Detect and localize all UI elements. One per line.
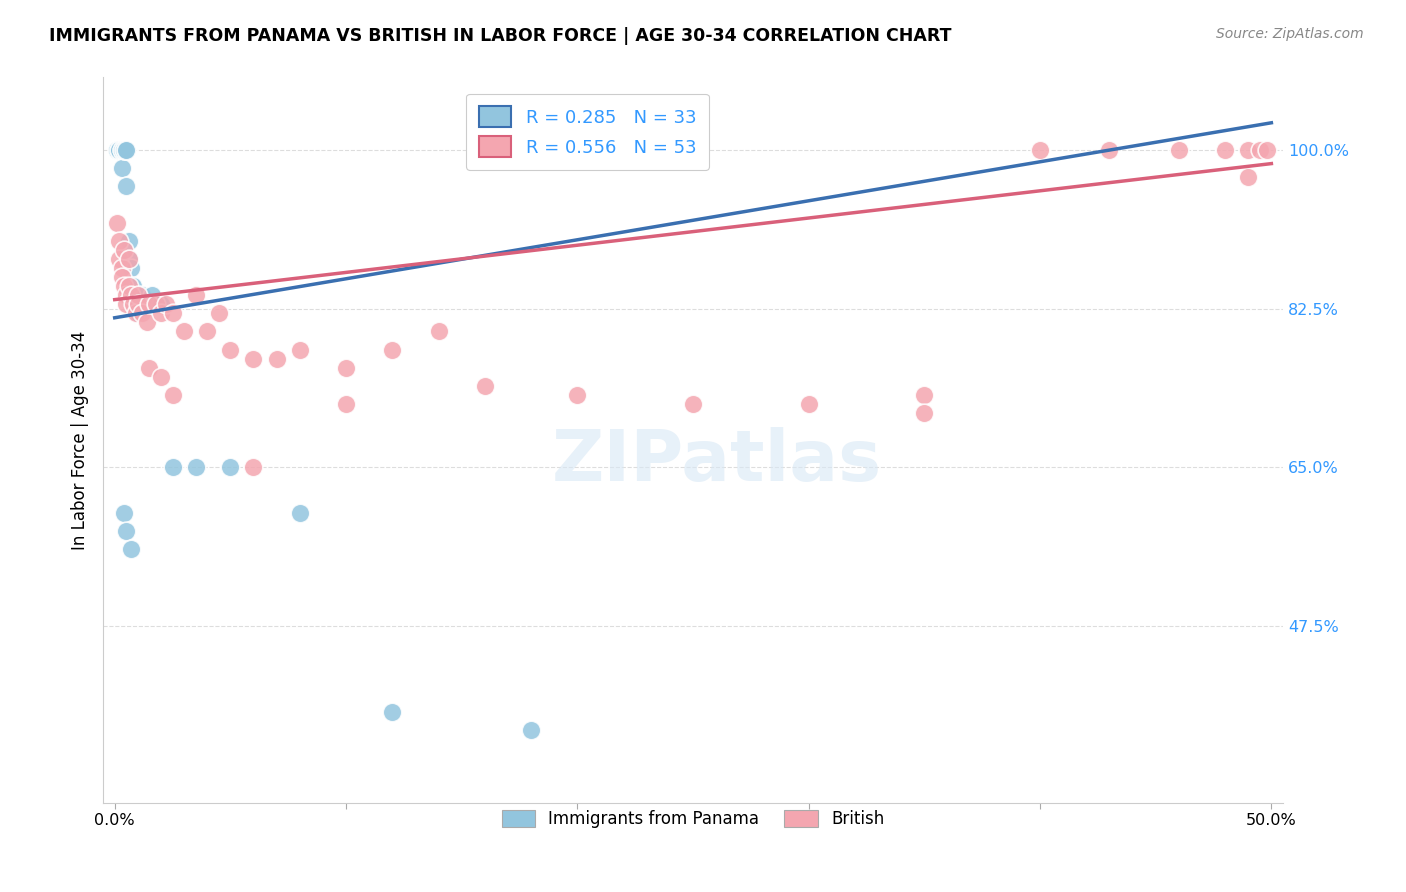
Point — [141, 288, 163, 302]
Point — [127, 306, 149, 320]
Point — [120, 279, 142, 293]
Point — [117, 252, 139, 266]
Point — [105, 143, 128, 157]
Point — [195, 324, 218, 338]
Point — [242, 460, 264, 475]
Point — [108, 143, 131, 157]
Point — [124, 288, 146, 302]
Point — [115, 143, 138, 157]
Point — [115, 179, 138, 194]
Point — [136, 315, 159, 329]
Point — [1237, 143, 1260, 157]
Point — [131, 306, 153, 320]
Point — [108, 234, 131, 248]
Point — [381, 343, 404, 357]
Point — [912, 406, 935, 420]
Point — [111, 269, 134, 284]
Point — [567, 388, 589, 402]
Point — [184, 288, 207, 302]
Text: Source: ZipAtlas.com: Source: ZipAtlas.com — [1216, 27, 1364, 41]
Point — [1249, 143, 1271, 157]
Point — [1213, 143, 1236, 157]
Point — [136, 297, 159, 311]
Point — [112, 506, 135, 520]
Text: ZIPatlas: ZIPatlas — [551, 427, 882, 497]
Point — [122, 288, 145, 302]
Point — [149, 306, 172, 320]
Point — [117, 279, 139, 293]
Point — [155, 297, 177, 311]
Point — [149, 297, 172, 311]
Point — [219, 460, 242, 475]
Point — [115, 288, 138, 302]
Point — [111, 143, 134, 157]
Point — [108, 252, 131, 266]
Point — [127, 288, 149, 302]
Point — [108, 143, 131, 157]
Point — [381, 706, 404, 720]
Point — [1237, 170, 1260, 185]
Point — [335, 360, 357, 375]
Point — [124, 306, 146, 320]
Point — [162, 306, 184, 320]
Point — [1256, 143, 1278, 157]
Point — [219, 343, 242, 357]
Point — [120, 542, 142, 557]
Point — [162, 460, 184, 475]
Point — [149, 369, 172, 384]
Point — [266, 351, 288, 366]
Point — [112, 243, 135, 257]
Point — [427, 324, 450, 338]
Point — [912, 388, 935, 402]
Point — [115, 143, 138, 157]
Point — [117, 234, 139, 248]
Text: IMMIGRANTS FROM PANAMA VS BRITISH IN LABOR FORCE | AGE 30-34 CORRELATION CHART: IMMIGRANTS FROM PANAMA VS BRITISH IN LAB… — [49, 27, 952, 45]
Point — [138, 360, 160, 375]
Point — [184, 460, 207, 475]
Point — [520, 723, 543, 738]
Point — [145, 297, 167, 311]
Point — [112, 279, 135, 293]
Point — [120, 288, 142, 302]
Point — [115, 524, 138, 538]
Point — [112, 143, 135, 157]
Point — [127, 297, 149, 311]
Point — [208, 306, 231, 320]
Point — [120, 260, 142, 275]
Point — [105, 215, 128, 229]
Point — [111, 161, 134, 175]
Point — [111, 260, 134, 275]
Point — [288, 506, 311, 520]
Point — [474, 378, 496, 392]
Point — [288, 343, 311, 357]
Point — [112, 143, 135, 157]
Point — [162, 388, 184, 402]
Point — [131, 288, 153, 302]
Point — [1167, 143, 1189, 157]
Point — [127, 297, 149, 311]
Point — [1029, 143, 1052, 157]
Point — [111, 143, 134, 157]
Point — [122, 279, 145, 293]
Point — [242, 351, 264, 366]
Y-axis label: In Labor Force | Age 30-34: In Labor Force | Age 30-34 — [72, 331, 89, 549]
Point — [173, 324, 195, 338]
Point — [138, 297, 160, 311]
Point — [682, 397, 704, 411]
Point — [122, 297, 145, 311]
Point — [1098, 143, 1121, 157]
Point — [797, 397, 820, 411]
Point — [115, 297, 138, 311]
Point — [117, 252, 139, 266]
Point — [335, 397, 357, 411]
Legend: Immigrants from Panama, British: Immigrants from Panama, British — [495, 803, 891, 835]
